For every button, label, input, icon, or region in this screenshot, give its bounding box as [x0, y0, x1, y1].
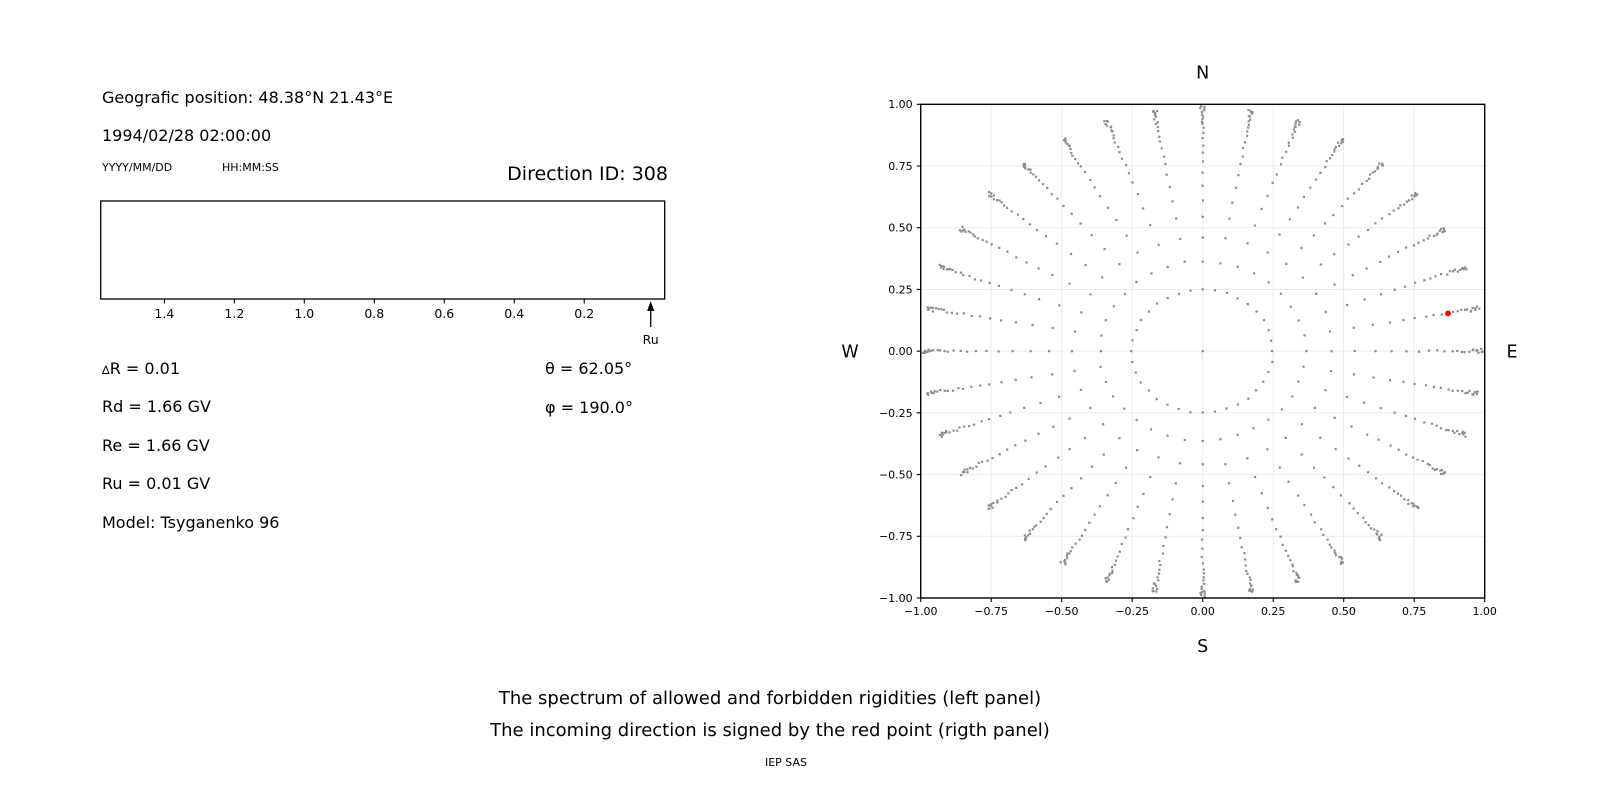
- svg-text:0.6: 0.6: [434, 306, 454, 321]
- svg-text:−1.00: −1.00: [904, 605, 938, 618]
- delta-r-value: ∆R = 0.01: [102, 359, 181, 378]
- compass-east-label: E: [1506, 343, 1517, 363]
- model-label: Model: Tsyganenko 96: [102, 513, 280, 532]
- caption-line-2: The incoming direction is signed by the …: [490, 720, 1050, 741]
- svg-text:0.50: 0.50: [1331, 605, 1356, 618]
- svg-text:0.4: 0.4: [504, 306, 524, 321]
- ru-value: Ru = 0.01 GV: [102, 474, 211, 493]
- svg-text:0.75: 0.75: [1402, 605, 1427, 618]
- svg-text:−0.75: −0.75: [879, 530, 913, 543]
- svg-text:−0.50: −0.50: [879, 468, 913, 481]
- svg-text:1.4: 1.4: [154, 306, 174, 321]
- svg-text:0.00: 0.00: [888, 345, 913, 358]
- svg-text:0.25: 0.25: [1261, 605, 1286, 618]
- svg-text:0.50: 0.50: [888, 222, 913, 235]
- svg-text:−0.75: −0.75: [974, 605, 1008, 618]
- svg-text:−0.25: −0.25: [1115, 605, 1149, 618]
- svg-text:0.75: 0.75: [888, 160, 913, 173]
- svg-text:0.25: 0.25: [888, 283, 913, 296]
- geographic-position-label: Geografic position: 48.38°N 21.43°E: [102, 88, 394, 107]
- svg-text:1.00: 1.00: [1472, 605, 1497, 618]
- svg-text:0.2: 0.2: [574, 306, 594, 321]
- rigidity-spectrum-plot: 1.4 1.2 1.0 0.8 0.6 0.4 0.2 Ru: [100, 200, 666, 347]
- svg-text:−0.50: −0.50: [1045, 605, 1079, 618]
- credit-label: IEP SAS: [764, 756, 808, 769]
- svg-text:Ru: Ru: [643, 332, 659, 347]
- phi-value: φ = 190.0°: [545, 398, 633, 417]
- svg-text:−1.00: −1.00: [879, 592, 913, 605]
- svg-text:0.00: 0.00: [1190, 605, 1215, 618]
- re-value: Re = 1.66 GV: [102, 436, 210, 455]
- svg-text:−0.25: −0.25: [879, 407, 913, 420]
- svg-text:1.0: 1.0: [294, 306, 314, 321]
- compass-west-label: W: [841, 343, 858, 363]
- svg-text:1.00: 1.00: [888, 98, 913, 111]
- asymptotic-direction-dots: [921, 104, 1485, 598]
- delta-symbol: ∆: [102, 363, 110, 377]
- datetime-label: 1994/02/28 02:00:00: [102, 126, 272, 145]
- caption-line-1: The spectrum of allowed and forbidden ri…: [498, 688, 1042, 709]
- incoming-direction-red-point: [1445, 310, 1451, 317]
- direction-id-label: Direction ID: 308: [507, 163, 668, 185]
- compass-south-label: S: [1197, 637, 1208, 657]
- rd-value: Rd = 1.66 GV: [102, 397, 211, 416]
- svg-text:0.8: 0.8: [364, 306, 384, 321]
- compass-north-label: N: [1196, 63, 1209, 83]
- incoming-direction-plot: −1.00 −0.75 −0.50 −0.25 0.00 0.25 0.50 0.75 1.00…: [841, 63, 1517, 657]
- svg-text:1.2: 1.2: [224, 306, 244, 321]
- date-format-label: YYYY/MM/DD: [102, 161, 173, 174]
- time-format-label: HH:MM:SS: [222, 161, 279, 174]
- theta-value: θ = 62.05°: [545, 359, 633, 378]
